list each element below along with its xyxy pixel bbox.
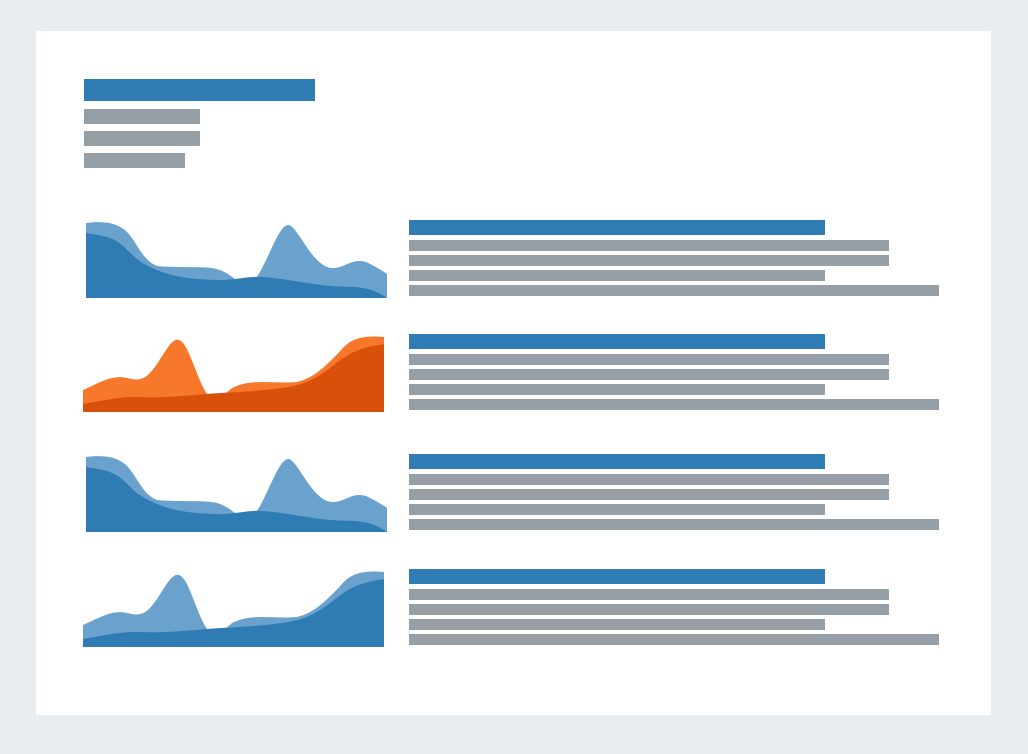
text-line-placeholder bbox=[409, 504, 825, 515]
item-title-placeholder bbox=[409, 334, 825, 349]
subtitle-line-placeholder bbox=[84, 131, 200, 146]
content-card bbox=[36, 31, 991, 715]
list-item-text bbox=[409, 454, 949, 544]
text-line-placeholder bbox=[409, 519, 939, 530]
page-title-placeholder bbox=[84, 79, 315, 101]
list-item[interactable] bbox=[36, 569, 991, 659]
chart-thumbnail bbox=[82, 454, 387, 544]
list-item[interactable] bbox=[36, 220, 991, 310]
list-item-text bbox=[409, 334, 949, 424]
text-line-placeholder bbox=[409, 399, 939, 410]
text-line-placeholder bbox=[409, 634, 939, 645]
chart-thumbnail bbox=[82, 220, 387, 310]
item-title-placeholder bbox=[409, 569, 825, 584]
text-line-placeholder bbox=[409, 589, 889, 600]
area-front-layer bbox=[83, 579, 384, 647]
text-line-placeholder bbox=[409, 240, 889, 251]
area-front-layer bbox=[83, 344, 384, 412]
list-item[interactable] bbox=[36, 334, 991, 424]
subtitle-line-placeholder bbox=[84, 153, 185, 168]
area-front-layer bbox=[86, 467, 387, 532]
area-front-layer bbox=[86, 233, 387, 298]
list-item-text bbox=[409, 569, 949, 659]
text-line-placeholder bbox=[409, 285, 939, 296]
text-line-placeholder bbox=[409, 354, 889, 365]
subtitle-line-placeholder bbox=[84, 109, 200, 124]
text-line-placeholder bbox=[409, 255, 889, 266]
list-item-text bbox=[409, 220, 949, 310]
area-chart-thumbnail bbox=[83, 571, 384, 647]
text-line-placeholder bbox=[409, 270, 825, 281]
text-line-placeholder bbox=[409, 369, 889, 380]
text-line-placeholder bbox=[409, 384, 825, 395]
text-line-placeholder bbox=[409, 489, 889, 500]
text-line-placeholder bbox=[409, 474, 889, 485]
area-chart-thumbnail bbox=[83, 336, 384, 412]
item-title-placeholder bbox=[409, 220, 825, 235]
text-line-placeholder bbox=[409, 604, 889, 615]
chart-thumbnail bbox=[82, 334, 387, 424]
text-line-placeholder bbox=[409, 619, 825, 630]
list-item[interactable] bbox=[36, 454, 991, 544]
area-chart-thumbnail bbox=[86, 222, 387, 298]
chart-thumbnail bbox=[82, 569, 387, 659]
area-chart-thumbnail bbox=[86, 456, 387, 532]
item-title-placeholder bbox=[409, 454, 825, 469]
